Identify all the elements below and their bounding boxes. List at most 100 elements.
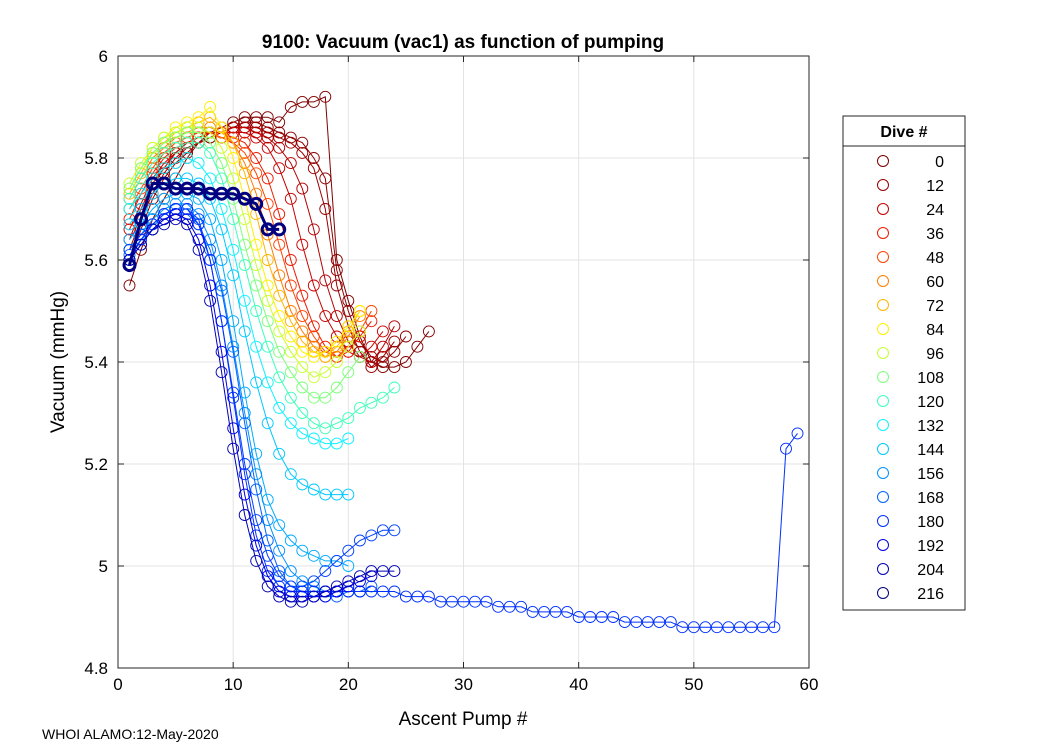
data-point	[192, 157, 205, 170]
data-point	[307, 432, 320, 445]
data-point	[227, 172, 240, 185]
series-216	[122, 176, 287, 273]
data-point	[226, 186, 241, 201]
data-point	[238, 259, 251, 272]
data-point	[342, 488, 355, 501]
x-tick-label: 40	[569, 675, 588, 694]
data-point	[238, 417, 251, 430]
legend-label: 216	[917, 586, 944, 603]
data-point	[296, 289, 309, 302]
data-point	[227, 391, 240, 404]
data-point	[296, 407, 309, 419]
data-point	[676, 621, 689, 634]
data-point	[238, 468, 251, 481]
data-point	[192, 243, 205, 256]
data-point	[146, 157, 159, 170]
data-point	[227, 442, 240, 455]
data-point	[250, 152, 263, 164]
data-point	[388, 524, 401, 537]
legend-label: 36	[926, 226, 944, 243]
data-point	[319, 565, 332, 578]
legend-label: 192	[917, 538, 944, 555]
x-tick-label: 50	[684, 675, 703, 694]
data-point	[411, 340, 424, 353]
data-point	[238, 126, 251, 139]
legend-entry: 60	[877, 274, 944, 291]
legend-label: 180	[917, 514, 944, 531]
series-line	[129, 126, 361, 378]
data-point	[296, 427, 309, 440]
data-point	[353, 570, 366, 583]
data-point	[549, 605, 562, 618]
data-point	[296, 381, 309, 394]
data-point	[250, 167, 263, 180]
data-point	[492, 600, 505, 613]
data-point	[745, 621, 758, 634]
data-point	[238, 213, 251, 226]
data-point	[135, 187, 147, 200]
data-point	[284, 136, 297, 149]
data-point	[791, 427, 804, 440]
data-point	[376, 340, 389, 353]
data-point	[664, 616, 677, 629]
data-point	[376, 585, 389, 598]
legend-label: 24	[926, 202, 944, 219]
data-point	[434, 595, 447, 608]
data-point	[388, 361, 401, 374]
legend-entries: 0 12 24 36 48 60 72 84 96 108 120 132 144 156 168 180 19…	[877, 154, 944, 603]
legend-marker	[877, 299, 889, 311]
legend-entry: 24	[877, 202, 944, 219]
data-point	[158, 136, 171, 149]
data-point	[780, 442, 792, 455]
data-point	[307, 152, 320, 164]
data-point	[238, 386, 251, 399]
legend-label: 12	[926, 178, 944, 195]
data-point	[273, 208, 286, 221]
legend-entry: 12	[877, 178, 944, 195]
data-point	[238, 136, 251, 149]
data-point	[584, 611, 597, 623]
data-point	[261, 279, 274, 292]
data-point	[158, 146, 171, 159]
legend-marker	[877, 491, 889, 503]
legend-marker	[877, 587, 889, 599]
data-point	[158, 218, 171, 231]
data-point	[238, 407, 251, 419]
x-tick-label: 30	[454, 675, 473, 694]
data-point	[227, 422, 240, 435]
legend-marker	[877, 467, 889, 479]
data-point	[330, 310, 343, 323]
legend-marker	[877, 227, 889, 239]
data-point	[238, 325, 251, 338]
data-point	[169, 131, 182, 144]
data-point	[353, 310, 366, 323]
data-point	[273, 141, 286, 154]
data-point	[319, 488, 332, 501]
data-point	[215, 254, 228, 266]
data-point	[204, 254, 217, 266]
series-204	[123, 213, 401, 608]
data-point	[284, 101, 297, 113]
data-point	[469, 595, 481, 608]
data-point	[261, 141, 274, 154]
data-point	[503, 600, 516, 613]
data-point	[158, 192, 171, 205]
data-point	[330, 264, 343, 277]
series-group	[122, 90, 804, 634]
data-point	[284, 534, 297, 547]
data-point	[284, 417, 297, 430]
legend-entry: 0	[877, 154, 944, 171]
data-point	[630, 616, 643, 629]
data-point	[422, 590, 435, 603]
data-point	[319, 345, 332, 358]
data-point	[353, 534, 366, 547]
data-point	[710, 621, 723, 634]
data-point	[273, 371, 286, 384]
legend-label: 72	[926, 298, 944, 315]
data-point	[572, 611, 585, 623]
data-point	[261, 254, 274, 266]
data-point	[388, 565, 401, 578]
data-point	[227, 243, 240, 256]
data-point	[272, 222, 287, 237]
